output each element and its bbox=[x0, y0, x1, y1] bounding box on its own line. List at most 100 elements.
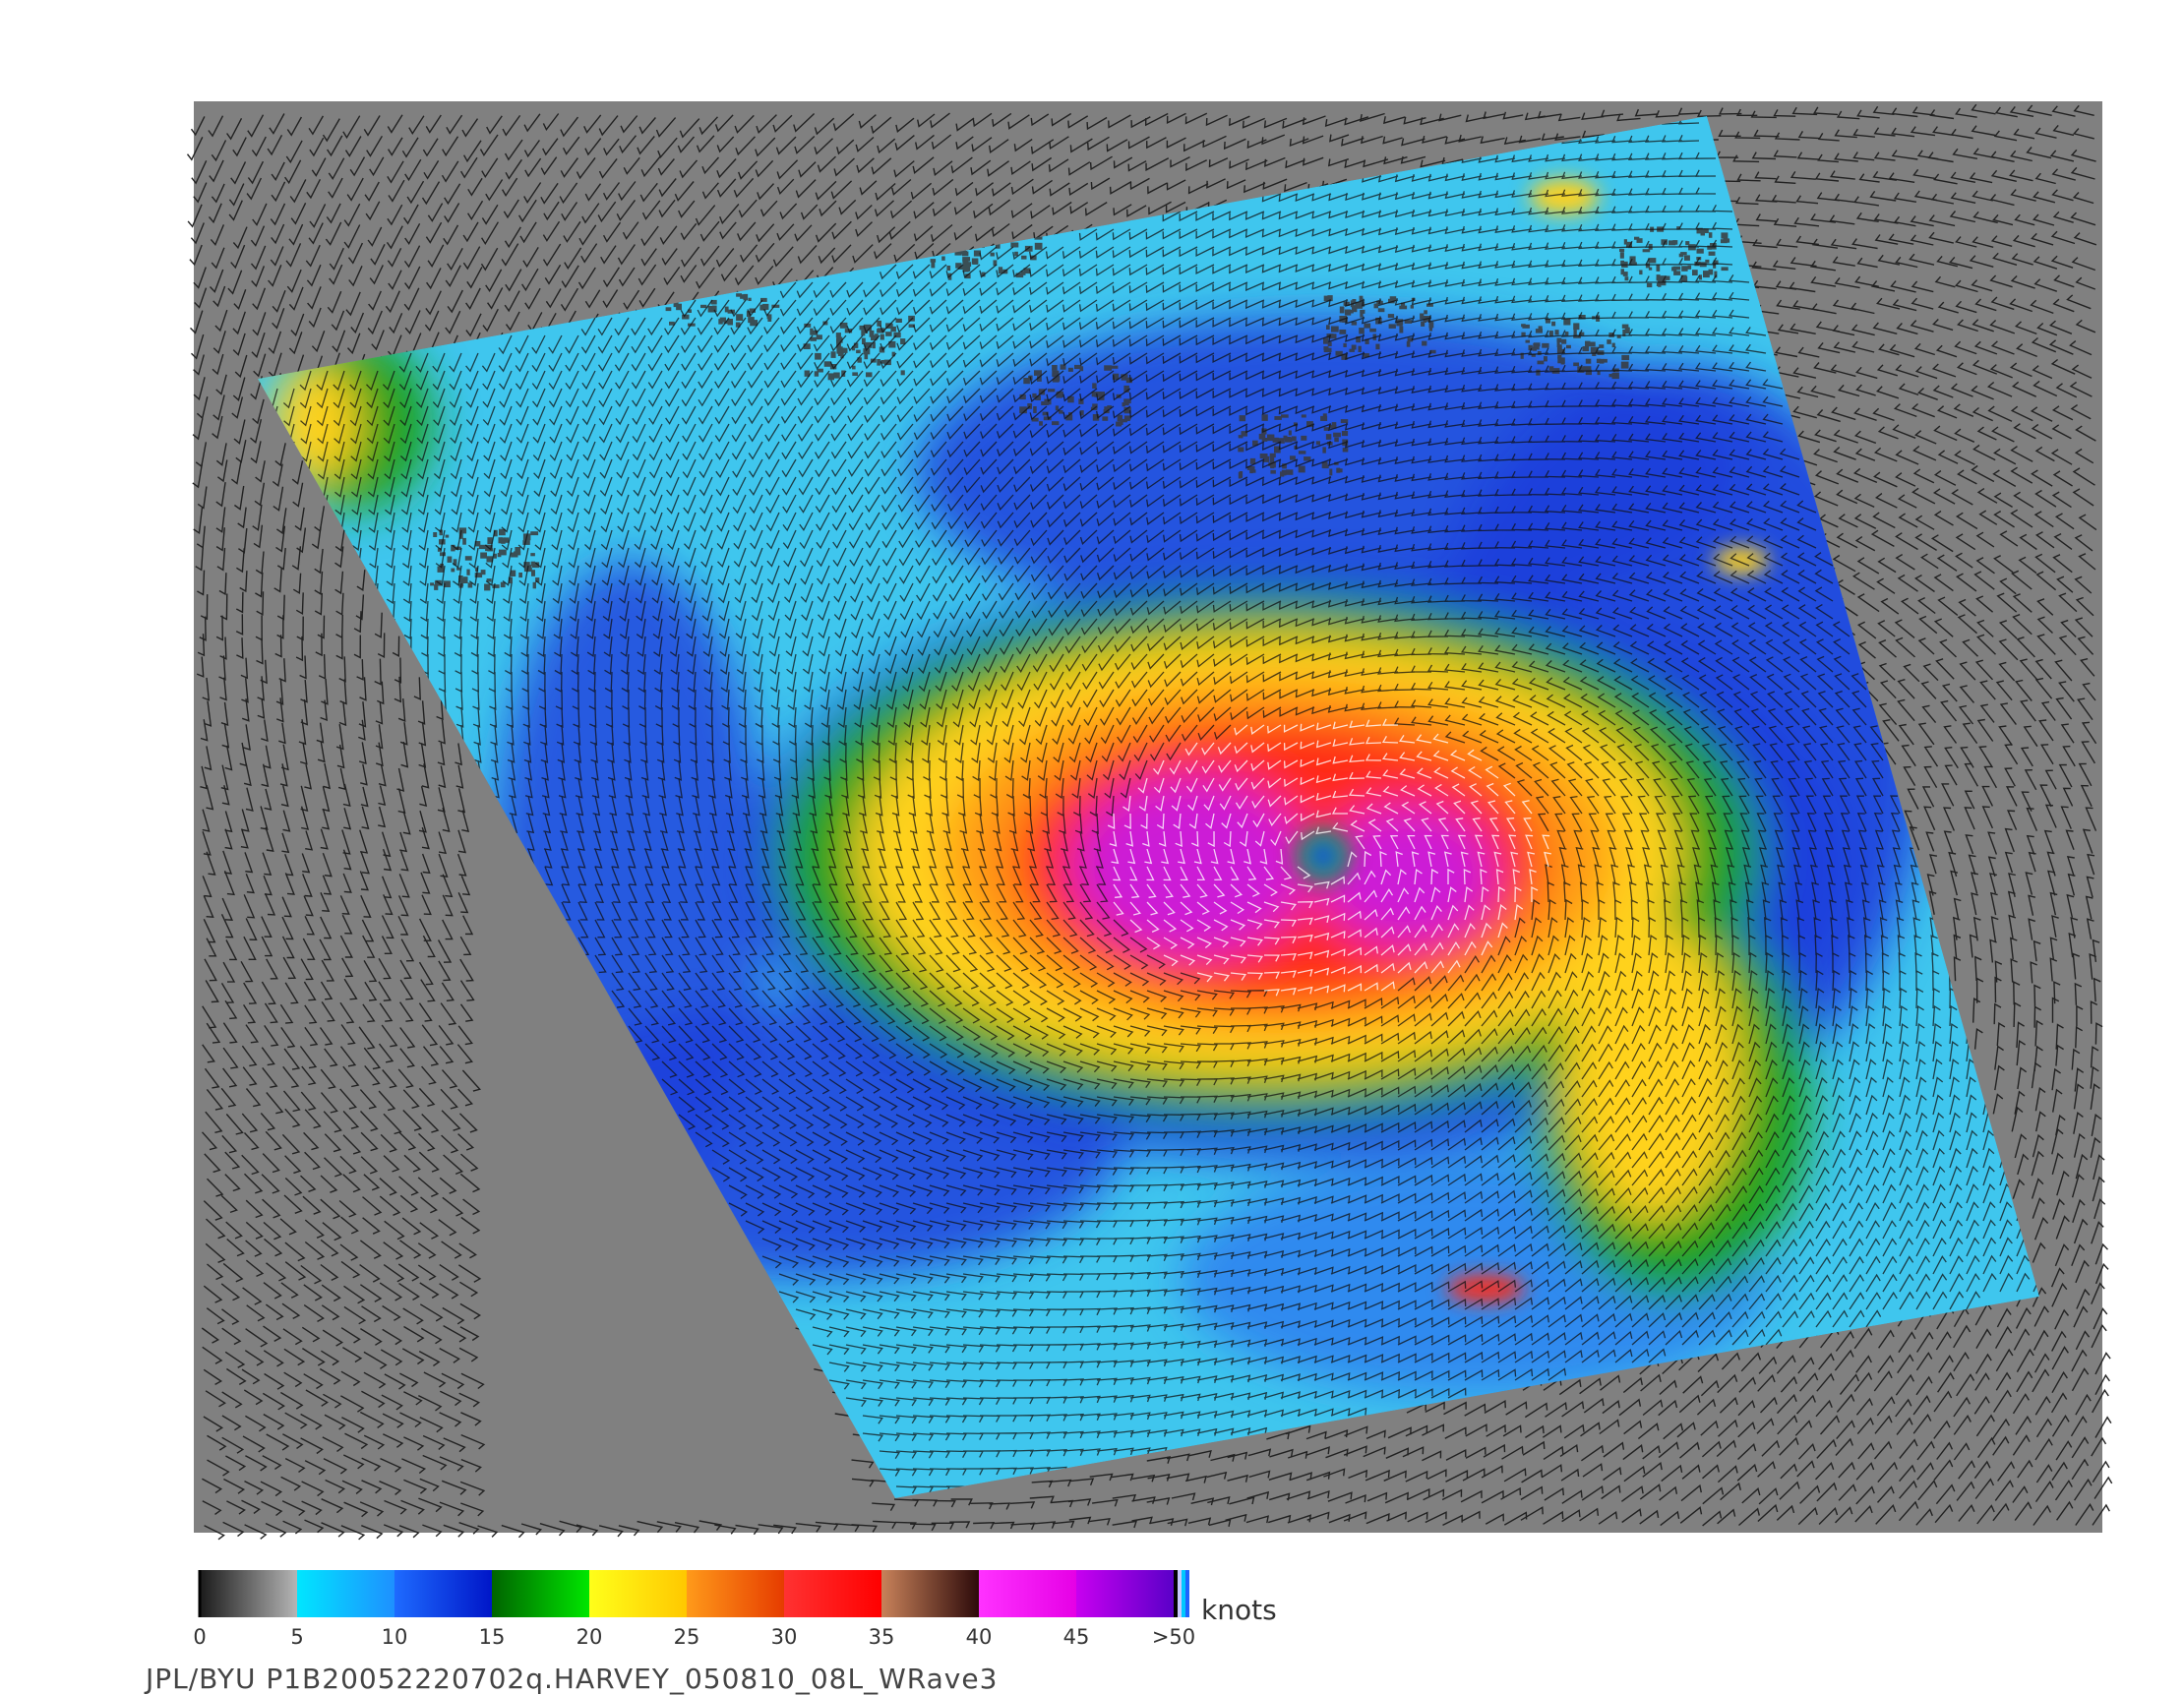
wind-barb-icon bbox=[542, 138, 559, 156]
calm-wind-cell bbox=[1577, 366, 1585, 373]
wind-barb-icon bbox=[950, 156, 973, 174]
calm-wind-cell bbox=[900, 338, 906, 345]
wind-barb-icon bbox=[1162, 352, 1182, 365]
wind-barb-icon bbox=[221, 722, 230, 749]
calm-wind-cell bbox=[1104, 365, 1113, 371]
wind-barb-icon bbox=[1245, 1515, 1269, 1524]
wind-barb-icon bbox=[232, 226, 248, 250]
wind-barb-icon bbox=[1637, 1423, 1660, 1440]
wind-barb-icon bbox=[963, 494, 981, 512]
wind-barb-icon bbox=[1854, 536, 1876, 552]
wind-barb-icon bbox=[280, 1476, 302, 1491]
wind-barb-icon bbox=[421, 1114, 440, 1133]
wind-barb-icon bbox=[548, 334, 563, 354]
wind-barb-icon bbox=[540, 156, 558, 176]
wind-barb-icon bbox=[279, 1003, 294, 1024]
calm-wind-cell bbox=[1094, 392, 1102, 397]
wind-barb-icon bbox=[898, 565, 914, 584]
wind-barb-icon bbox=[1013, 458, 1031, 475]
wind-barb-icon bbox=[1311, 193, 1332, 202]
wind-barb-icon bbox=[426, 268, 442, 290]
wind-barb-icon bbox=[1600, 1374, 1621, 1391]
wind-barb-icon bbox=[1975, 531, 1995, 548]
wind-barb-icon bbox=[204, 958, 217, 982]
wind-barb-icon bbox=[714, 370, 730, 390]
wind-barb-icon bbox=[1079, 423, 1098, 438]
wind-barb-icon bbox=[1746, 570, 1767, 584]
wind-barb-icon bbox=[1577, 276, 1600, 284]
wind-barb-icon bbox=[856, 157, 875, 174]
wind-barb-icon bbox=[1011, 223, 1033, 240]
wind-barb-icon bbox=[397, 895, 409, 917]
wind-barb-icon bbox=[798, 458, 814, 478]
wind-barb-icon bbox=[618, 547, 630, 569]
wind-barb-icon bbox=[966, 636, 981, 656]
wind-barb-icon bbox=[2034, 1019, 2043, 1047]
wind-barb-icon bbox=[1195, 388, 1215, 399]
wind-barb-icon bbox=[1779, 1436, 1799, 1456]
wind-barb-icon bbox=[1694, 310, 1717, 319]
wind-barb-icon bbox=[731, 388, 747, 407]
wind-barb-icon bbox=[1888, 172, 1915, 183]
wind-barb-icon bbox=[913, 441, 931, 458]
calm-wind-cell bbox=[437, 566, 445, 573]
wind-barb-icon bbox=[1914, 533, 1937, 551]
wind-barb-icon bbox=[979, 299, 998, 315]
wind-barb-icon bbox=[1096, 388, 1115, 401]
wind-barb-icon bbox=[363, 1351, 388, 1369]
wind-barb-icon bbox=[224, 999, 238, 1020]
wind-barb-icon bbox=[487, 636, 496, 658]
wind-barb-icon bbox=[1678, 484, 1700, 496]
wind-barb-icon bbox=[284, 853, 294, 877]
wind-barb-icon bbox=[447, 289, 463, 314]
calm-wind-cell bbox=[1708, 232, 1713, 238]
wind-barb-icon bbox=[1394, 544, 1416, 553]
wind-barb-icon bbox=[1712, 362, 1733, 372]
wind-barb-icon bbox=[1913, 342, 1936, 356]
wind-barb-icon bbox=[420, 872, 431, 894]
wind-barb-icon bbox=[246, 1304, 266, 1322]
wind-barb-icon bbox=[1717, 1373, 1738, 1394]
wind-barb-icon bbox=[1578, 590, 1600, 602]
calm-wind-cell bbox=[852, 365, 856, 370]
wind-barb-icon bbox=[1893, 192, 1917, 203]
wind-barb-icon bbox=[1166, 112, 1186, 125]
wind-barb-icon bbox=[1111, 1473, 1134, 1482]
wind-barb-icon bbox=[848, 512, 864, 531]
wind-barb-icon bbox=[679, 118, 700, 139]
wind-barb-icon bbox=[784, 582, 797, 604]
wind-barb-icon bbox=[531, 388, 546, 408]
wind-barb-icon bbox=[1461, 349, 1483, 357]
wind-barb-icon bbox=[1797, 586, 1817, 602]
wind-barb-icon bbox=[713, 317, 730, 335]
calm-wind-cell bbox=[515, 547, 521, 553]
wind-barb-icon bbox=[399, 959, 412, 980]
wind-barb-icon bbox=[257, 676, 265, 701]
wind-barb-icon bbox=[2039, 784, 2052, 808]
wind-barb-icon bbox=[2051, 1282, 2068, 1307]
wind-barb-icon bbox=[1128, 281, 1148, 294]
wind-barb-icon bbox=[1500, 1486, 1522, 1500]
wind-barb-icon bbox=[851, 636, 864, 657]
wind-barb-icon bbox=[2091, 1114, 2102, 1137]
wind-barb-icon bbox=[756, 223, 775, 243]
wind-barb-icon bbox=[1195, 317, 1215, 329]
wind-barb-icon bbox=[2087, 853, 2095, 876]
wind-barb-icon bbox=[441, 1241, 462, 1259]
wind-barb-icon bbox=[441, 1480, 467, 1495]
wind-barb-icon bbox=[432, 388, 446, 409]
wind-barb-icon bbox=[406, 180, 425, 205]
wind-barb-icon bbox=[1975, 1328, 1992, 1349]
wind-barb-icon bbox=[1179, 388, 1198, 399]
wind-barb-icon bbox=[247, 160, 265, 185]
wind-barb-icon bbox=[1955, 300, 1977, 314]
wind-barb-icon bbox=[1145, 423, 1165, 437]
wind-barb-icon bbox=[462, 140, 482, 163]
wind-barb-icon bbox=[342, 1111, 360, 1129]
wind-barb-icon bbox=[1062, 299, 1081, 313]
wind-barb-icon bbox=[1560, 382, 1583, 390]
wind-barb-icon bbox=[949, 618, 964, 638]
wind-barb-icon bbox=[1896, 1417, 1913, 1435]
wind-barb-icon bbox=[1678, 414, 1700, 425]
wind-barb-icon bbox=[483, 441, 496, 462]
